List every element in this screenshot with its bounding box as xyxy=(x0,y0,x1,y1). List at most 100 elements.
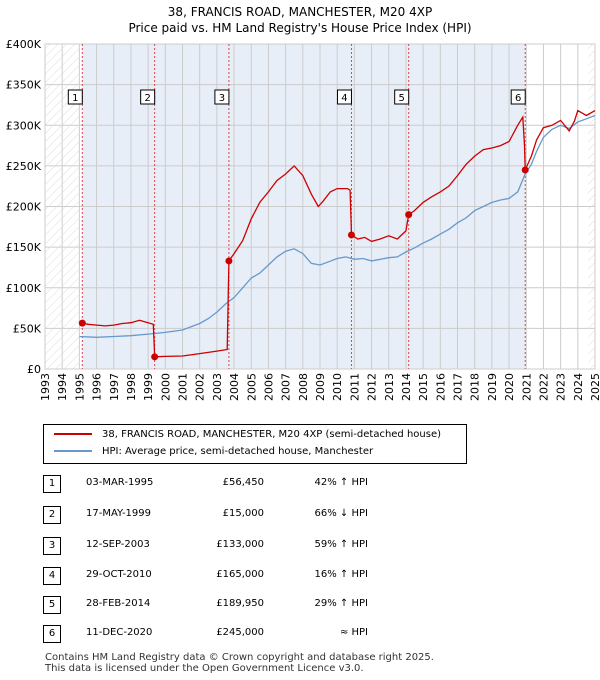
sale-hpi-comparison: 66% ↓ HPI xyxy=(314,508,368,519)
sale-point xyxy=(78,319,86,327)
x-tick-label: 1999 xyxy=(142,373,155,401)
hpi-line xyxy=(79,114,596,338)
x-tick-label: 2019 xyxy=(486,373,499,401)
x-tick-label: 2017 xyxy=(452,373,465,401)
x-tick-label: 1995 xyxy=(73,373,86,401)
x-tick-label: 1998 xyxy=(125,373,138,401)
post-data-hatch xyxy=(588,44,595,369)
legend-item-hpi: HPI: Average price, semi-detached house,… xyxy=(54,444,373,460)
sale-date: 29-OCT-2010 xyxy=(86,569,152,580)
sale-row: 4 29-OCT-2010 £165,000 16% ↑ HPI xyxy=(0,567,600,585)
sale-point xyxy=(151,353,159,361)
sale-price: £189,950 xyxy=(216,598,264,609)
x-tick-label: 2003 xyxy=(211,373,224,401)
x-tick-label: 2021 xyxy=(520,373,533,401)
y-tick-label: £250K xyxy=(6,160,42,173)
footer-line: This data is licensed under the Open Gov… xyxy=(45,663,364,674)
x-tick-label: 2018 xyxy=(469,373,482,401)
legend-label-hpi: HPI: Average price, semi-detached house,… xyxy=(102,446,374,457)
x-tick-label: 2015 xyxy=(417,373,430,401)
sale-hpi-comparison: 29% ↑ HPI xyxy=(314,598,368,609)
x-tick-label: 2024 xyxy=(572,373,585,401)
y-tick-label: £0 xyxy=(27,363,41,376)
x-tick-label: 2022 xyxy=(537,373,550,401)
sale-price: £245,000 xyxy=(216,627,264,638)
x-tick-label: 1997 xyxy=(108,373,121,401)
sale-hpi-comparison: 16% ↑ HPI xyxy=(314,569,368,580)
x-tick-label: 2014 xyxy=(400,373,413,401)
plot-border xyxy=(44,43,596,370)
x-tick-label: 1994 xyxy=(56,373,69,401)
x-tick-label: 2011 xyxy=(348,373,361,401)
sale-row: 6 11-DEC-2020 £245,000 ≈ HPI xyxy=(0,625,600,643)
sale-marker-label: 4 xyxy=(341,93,347,104)
sale-date: 17-MAY-1999 xyxy=(86,508,152,519)
x-tick-label: 2013 xyxy=(383,373,396,401)
chart-subtitle: Price paid vs. HM Land Registry's House … xyxy=(128,21,472,35)
x-tick-label: 2023 xyxy=(555,373,568,401)
sale-number: 5 xyxy=(43,596,61,614)
x-tick-label: 2007 xyxy=(280,373,293,401)
y-tick-label: £150K xyxy=(6,241,42,254)
x-tick-label: 2008 xyxy=(297,373,310,401)
sale-row: 5 28-FEB-2014 £189,950 29% ↑ HPI xyxy=(0,596,600,614)
sale-marker-box xyxy=(214,89,230,105)
x-tick-label: 2000 xyxy=(159,373,172,401)
chart-legend: 38, FRANCIS ROAD, MANCHESTER, M20 4XP (s… xyxy=(43,424,467,464)
sale-marker-label: 2 xyxy=(144,93,150,104)
x-tick-label: 2010 xyxy=(331,373,344,401)
sale-price: £133,000 xyxy=(216,539,264,550)
sale-point xyxy=(347,231,355,239)
y-tick-label: £100K xyxy=(6,282,42,295)
x-tick-label: 2016 xyxy=(434,373,447,401)
sale-date: 03-MAR-1995 xyxy=(86,477,154,488)
y-tick-label: £350K xyxy=(6,79,42,92)
x-tick-label: 2020 xyxy=(503,373,516,401)
legend-label-property: 38, FRANCIS ROAD, MANCHESTER, M20 4XP (s… xyxy=(102,429,442,440)
footer-line: Contains HM Land Registry data © Crown c… xyxy=(45,652,434,663)
sale-number: 3 xyxy=(43,537,61,555)
sale-number: 6 xyxy=(43,625,61,643)
x-tick-label: 2006 xyxy=(262,373,275,401)
y-tick-label: £200K xyxy=(6,201,42,214)
sale-date: 12-SEP-2003 xyxy=(86,539,150,550)
sale-point xyxy=(225,257,233,265)
sale-row: 1 03-MAR-1995 £56,450 42% ↑ HPI xyxy=(0,475,600,493)
x-tick-label: 2012 xyxy=(366,373,379,401)
sale-marker-box xyxy=(394,89,410,105)
x-tick-label: 2002 xyxy=(194,373,207,401)
sale-marker-box xyxy=(67,89,83,105)
x-tick-label: 2001 xyxy=(177,373,190,401)
sale-row: 2 17-MAY-1999 £15,000 66% ↓ HPI xyxy=(0,506,600,524)
sale-marker-box xyxy=(510,89,526,105)
sale-hpi-comparison: 59% ↑ HPI xyxy=(314,539,368,550)
x-tick-label: 2005 xyxy=(245,373,258,401)
legend-item-property: 38, FRANCIS ROAD, MANCHESTER, M20 4XP (s… xyxy=(54,427,441,443)
sale-number: 2 xyxy=(43,506,61,524)
sale-marker-box xyxy=(140,89,156,105)
sale-marker-box xyxy=(336,89,352,105)
legend-swatch-property xyxy=(54,433,92,435)
footer-attribution: Contains HM Land Registry data © Crown c… xyxy=(45,652,434,674)
sale-row: 3 12-SEP-2003 £133,000 59% ↑ HPI xyxy=(0,537,600,555)
sale-marker-label: 3 xyxy=(219,93,225,104)
sale-marker-label: 5 xyxy=(399,93,405,104)
sale-point xyxy=(405,211,413,219)
x-tick-label: 1993 xyxy=(39,373,52,401)
x-tick-label: 1996 xyxy=(91,373,104,401)
sale-price: £15,000 xyxy=(222,508,264,519)
sale-hpi-comparison: ≈ HPI xyxy=(339,627,368,638)
legend-swatch-hpi xyxy=(54,450,92,452)
sale-marker-label: 6 xyxy=(515,93,521,104)
sale-price: £165,000 xyxy=(216,569,264,580)
y-tick-label: £50K xyxy=(13,322,42,335)
y-tick-label: £300K xyxy=(6,119,42,132)
chart-title: 38, FRANCIS ROAD, MANCHESTER, M20 4XP xyxy=(167,5,433,19)
sale-point xyxy=(521,166,529,174)
sale-number: 1 xyxy=(43,475,61,493)
y-tick-label: £400K xyxy=(6,38,42,51)
sale-number: 4 xyxy=(43,567,61,585)
sale-hpi-comparison: 42% ↑ HPI xyxy=(314,477,368,488)
sale-marker-label: 1 xyxy=(72,93,78,104)
price-chart: £0 £50K £100K £150K £200K £250K £300K £350K £400… xyxy=(6,38,600,401)
